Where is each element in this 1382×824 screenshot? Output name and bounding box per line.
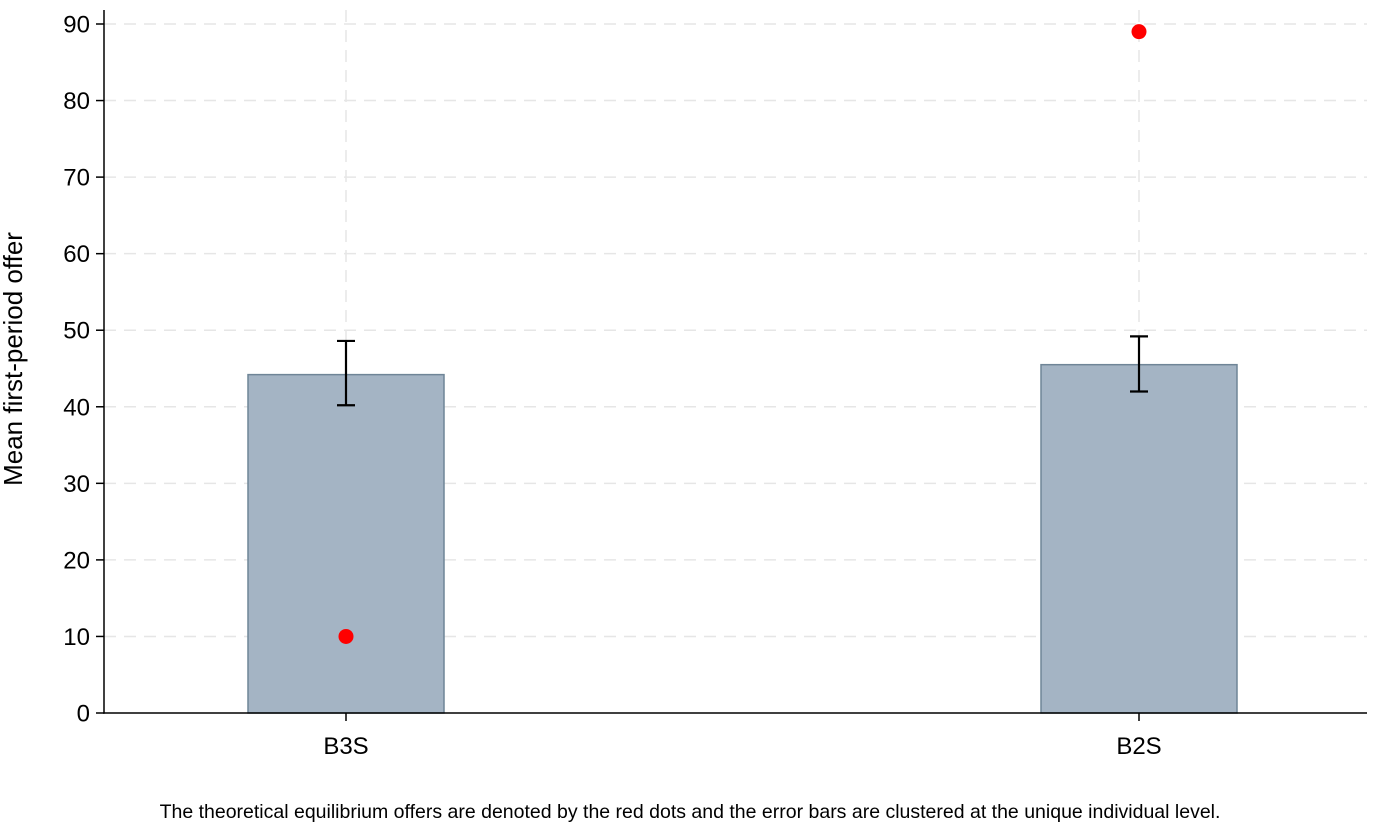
- y-tick-label: 50: [63, 318, 90, 345]
- y-tick-label: 30: [63, 471, 90, 498]
- y-tick-label: 20: [63, 547, 90, 574]
- y-tick-label: 10: [63, 624, 90, 651]
- y-tick-label: 80: [63, 88, 90, 115]
- bar-b2s: [1040, 363, 1238, 714]
- chart-note: The theoretical equilibrium offers are d…: [160, 801, 1221, 823]
- x-axis-ticks: B3S B2S: [323, 713, 1162, 760]
- x-tick-label: B2S: [1116, 733, 1161, 760]
- error-bar-b3s: [337, 339, 355, 407]
- y-tick-label: 90: [63, 12, 90, 39]
- equilibrium-points: [338, 24, 1147, 644]
- error-bars: [337, 335, 1148, 407]
- equilibrium-point-b2s: [1131, 24, 1147, 40]
- x-tick-label: B3S: [323, 733, 368, 760]
- bars: [247, 363, 1238, 714]
- error-bar-b2s: [1130, 335, 1148, 393]
- y-tick-label: 60: [63, 241, 90, 268]
- y-axis-ticks: 0 10 20 30 40 50 60 70 80 90: [63, 12, 104, 728]
- equilibrium-point-b3s: [338, 628, 354, 644]
- axes: [103, 10, 1367, 714]
- y-tick-label: 0: [77, 701, 90, 728]
- bar-b3s: [247, 373, 445, 714]
- y-tick-label: 40: [63, 394, 90, 421]
- y-tick-label: 70: [63, 165, 90, 192]
- y-axis-label: Mean first-period offer: [0, 232, 28, 486]
